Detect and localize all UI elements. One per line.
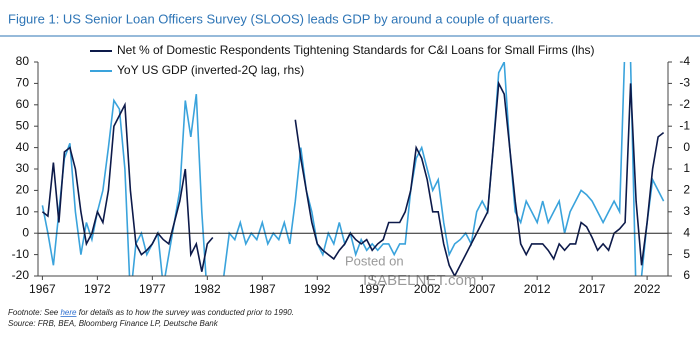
y2-tick-label: 3	[683, 204, 690, 218]
y-tick-label: 60	[16, 97, 30, 111]
y2-tick-label: -1	[679, 118, 690, 132]
chart-title: Figure 1: US Senior Loan Officers Survey…	[8, 11, 554, 26]
x-tick-label: 1982	[194, 282, 221, 296]
x-tick-label: 1967	[29, 282, 56, 296]
x-tick-label: 2022	[634, 282, 661, 296]
x-tick-label: 1972	[84, 282, 111, 296]
footnote-text: for details as to how the survey was con…	[77, 308, 294, 317]
y2-tick-label: 2	[683, 183, 690, 197]
x-tick-label: 2002	[414, 282, 441, 296]
y2-tick-label: -3	[679, 76, 690, 90]
y-tick-label: 10	[16, 204, 30, 218]
y2-tick-label: -2	[679, 97, 690, 111]
footnote-text: Footnote: See	[8, 308, 60, 317]
legend-label: Net % of Domestic Respondents Tightening…	[117, 43, 595, 57]
x-tick-label: 1977	[139, 282, 166, 296]
x-tick-label: 2007	[469, 282, 496, 296]
y2-tick-label: 4	[683, 225, 690, 239]
y-tick-label: 0	[22, 225, 29, 239]
y2-tick-label: 6	[683, 268, 690, 282]
x-tick-label: 1997	[359, 282, 386, 296]
x-tick-label: 1987	[249, 282, 276, 296]
y2-tick-label: -4	[679, 54, 690, 68]
series-line	[41, 62, 665, 276]
y-tick-label: 40	[16, 140, 30, 154]
watermark: Posted on	[345, 253, 404, 268]
y-tick-label: 70	[16, 76, 30, 90]
y-tick-label: -20	[12, 268, 30, 282]
y-tick-label: 50	[16, 118, 30, 132]
y-tick-label: -10	[12, 247, 30, 261]
x-tick-label: 2017	[579, 282, 606, 296]
y-tick-label: 20	[16, 183, 30, 197]
footnote-link[interactable]: here	[60, 308, 77, 317]
y2-tick-label: 0	[683, 140, 690, 154]
y2-tick-label: 1	[683, 161, 690, 175]
plot-area	[41, 62, 665, 276]
footnote: Footnote: See here for details as to how…	[8, 308, 294, 317]
y2-tick-label: 5	[683, 247, 690, 261]
x-tick-label: 2012	[524, 282, 551, 296]
source: Source: FRB, BEA, Bloomberg Finance LP, …	[8, 319, 219, 328]
series-line	[41, 80, 665, 276]
y-tick-label: 80	[16, 54, 30, 68]
y-tick-label: 30	[16, 161, 30, 175]
x-tick-label: 1992	[304, 282, 331, 296]
legend-label: YoY US GDP (inverted-2Q lag, rhs)	[117, 63, 304, 77]
